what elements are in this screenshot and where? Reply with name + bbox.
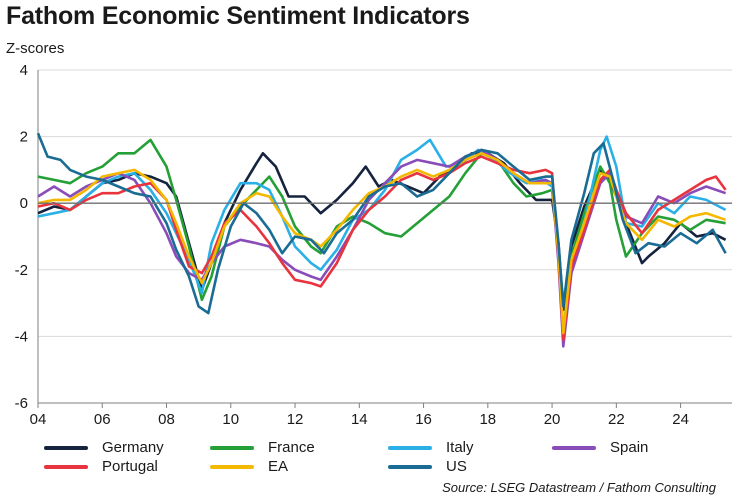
x-tick-label: 14 [351,411,368,428]
series-line-italy [37,135,727,338]
x-tick-label: 22 [608,411,625,428]
y-tick-label: -6 [15,395,28,412]
y-tick-label: -2 [15,262,28,279]
x-tick-label: 06 [94,411,111,428]
y-axis-unit-label: Z-scores [6,40,65,57]
series-lines [36,132,732,348]
x-tick-label: 12 [287,411,304,428]
x-tick-label: 20 [544,411,561,428]
x-tick-label: 16 [415,411,432,428]
source-note: Source: LSEG Datastream / Fathom Consult… [442,480,716,495]
x-tick-labels: 04 06 08 10 12 14 16 18 20 22 24 [30,403,689,428]
y-tick-label: -4 [15,328,28,345]
x-tick-label: 10 [222,411,239,428]
x-tick-label: 04 [30,411,47,428]
y-tick-label: 4 [20,62,28,79]
x-tick-label: 24 [672,411,689,428]
y-tick-label: 0 [20,195,28,212]
series-line-us [36,132,727,315]
x-tick-label: 08 [158,411,175,428]
y-tick-label: 2 [20,129,28,146]
series-line-france [37,138,726,335]
chart-title: Fathom Economic Sentiment Indicators [6,2,470,30]
y-tick-labels: 4 2 0 -2 -4 -6 [15,62,28,412]
x-tick-label: 18 [479,411,496,428]
